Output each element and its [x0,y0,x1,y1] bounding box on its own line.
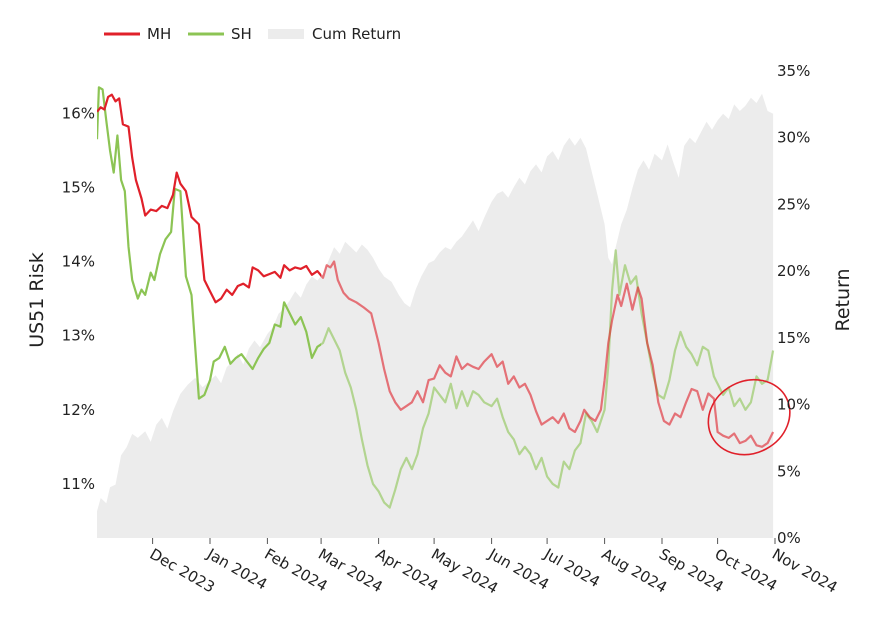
right-axis-title: Return [832,268,854,331]
x-tick-label: Nov 2024 [769,545,841,597]
cum-return-area-layer [97,93,774,538]
right-tick-label: 15% [777,329,810,347]
series-line-mh-faded [321,260,775,448]
risk-lines-layer [97,86,775,509]
right-tick-label: 30% [777,129,810,147]
right-tick-label: 10% [777,396,810,414]
x-tick-label: Mar 2024 [315,545,386,596]
x-tick-label: Dec 2023 [147,545,218,597]
series-line-mh [97,93,322,304]
right-tick-label: 0% [777,529,801,547]
legend-label-sh: SH [231,25,252,43]
left-axis-title: US51 Risk [26,252,48,348]
series-line-sh [97,86,322,400]
left-tick-label: 11% [62,475,95,493]
legend-label-mh: MH [147,25,171,43]
left-tick-label: 13% [62,327,95,345]
right-axis-ticks: 0% 5% 10% 15% 20% 25% 30% 35% [777,62,810,547]
x-tick-label: Jul 2024 [540,544,603,591]
right-tick-label: 25% [777,195,810,213]
left-axis-ticks: 11% 12% 13% 14% 15% 16% [62,104,95,493]
legend: MH SH Cum Return [104,25,401,43]
right-tick-label: 5% [777,462,801,480]
highlight-circle [707,378,791,456]
legend-swatch-cum-return [268,29,304,39]
left-tick-label: 16% [62,104,95,122]
legend-label-cum-return: Cum Return [312,25,401,43]
right-tick-label: 20% [777,262,810,280]
cum-return-area [97,93,774,538]
x-tick-label: Apr 2024 [373,545,442,595]
left-tick-label: 15% [62,178,95,196]
left-tick-label: 14% [62,253,95,271]
left-tick-label: 12% [62,401,95,419]
highlight-layer [707,378,791,456]
right-tick-label: 35% [777,62,810,80]
